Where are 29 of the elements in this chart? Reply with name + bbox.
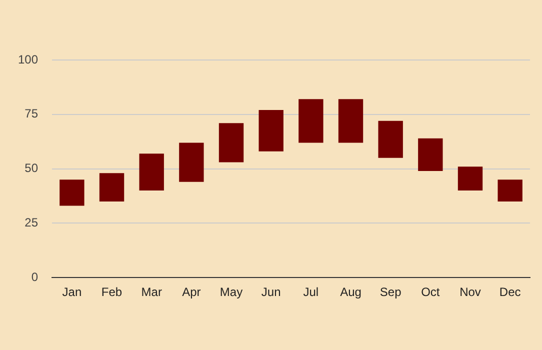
x-tick-label: Jan bbox=[62, 285, 82, 300]
bar bbox=[179, 142, 204, 182]
x-tick-label: May bbox=[220, 285, 243, 300]
x-tick-label: Dec bbox=[499, 285, 521, 300]
y-tick-label: 25 bbox=[24, 216, 38, 230]
bar bbox=[99, 173, 124, 202]
y-tick-label: 100 bbox=[18, 52, 38, 66]
x-tick-label: Feb bbox=[101, 285, 122, 300]
x-tick-label: Aug bbox=[340, 285, 362, 300]
x-tick-label: Oct bbox=[421, 285, 440, 300]
bar bbox=[418, 138, 443, 171]
y-tick-label: 0 bbox=[31, 270, 38, 284]
bar bbox=[338, 99, 364, 143]
y-tick-label: 75 bbox=[24, 106, 38, 121]
bar bbox=[258, 110, 284, 152]
x-tick-label: Apr bbox=[182, 285, 201, 300]
bar bbox=[378, 120, 403, 158]
x-tick-label: Sep bbox=[380, 285, 402, 300]
bar bbox=[139, 154, 164, 191]
x-tick-label: Nov bbox=[460, 285, 481, 300]
bar bbox=[458, 166, 483, 191]
bar bbox=[218, 123, 244, 162]
x-tick-label: Mar bbox=[141, 285, 162, 300]
bar bbox=[60, 180, 84, 206]
bar bbox=[298, 99, 324, 143]
bar bbox=[498, 180, 522, 202]
x-tick-label: Jun bbox=[261, 285, 281, 300]
x-tick-label: Jul bbox=[303, 285, 319, 300]
y-tick-label: 50 bbox=[24, 161, 38, 176]
